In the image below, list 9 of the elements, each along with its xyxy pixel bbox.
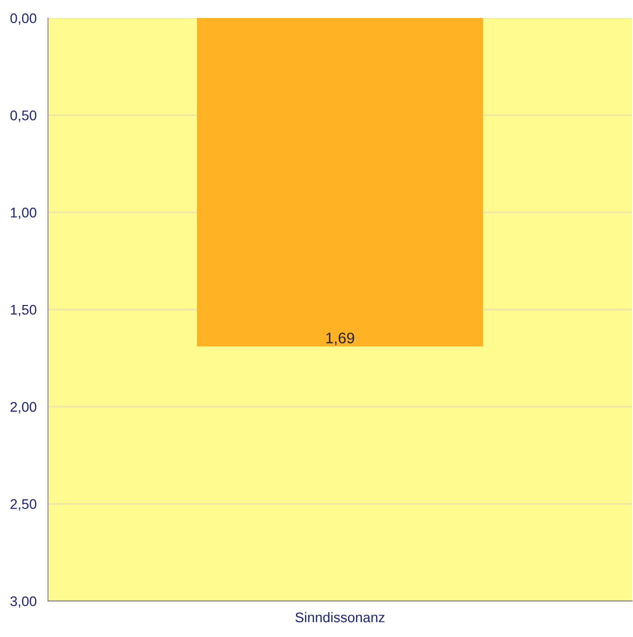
y-tick-label: 1,50 <box>10 304 36 316</box>
y-tick-label: 0,00 <box>10 13 36 25</box>
y-tick-label: 2,00 <box>10 402 36 414</box>
y-tick-label: 2,50 <box>10 499 36 511</box>
y-tick-label: 1,00 <box>10 208 36 220</box>
y-tick-label: 0,50 <box>10 110 36 122</box>
data-label: 1,69 <box>326 332 354 346</box>
x-tick-label: Sinndissonanz <box>295 612 384 622</box>
y-tick-label: 3,00 <box>10 596 36 608</box>
